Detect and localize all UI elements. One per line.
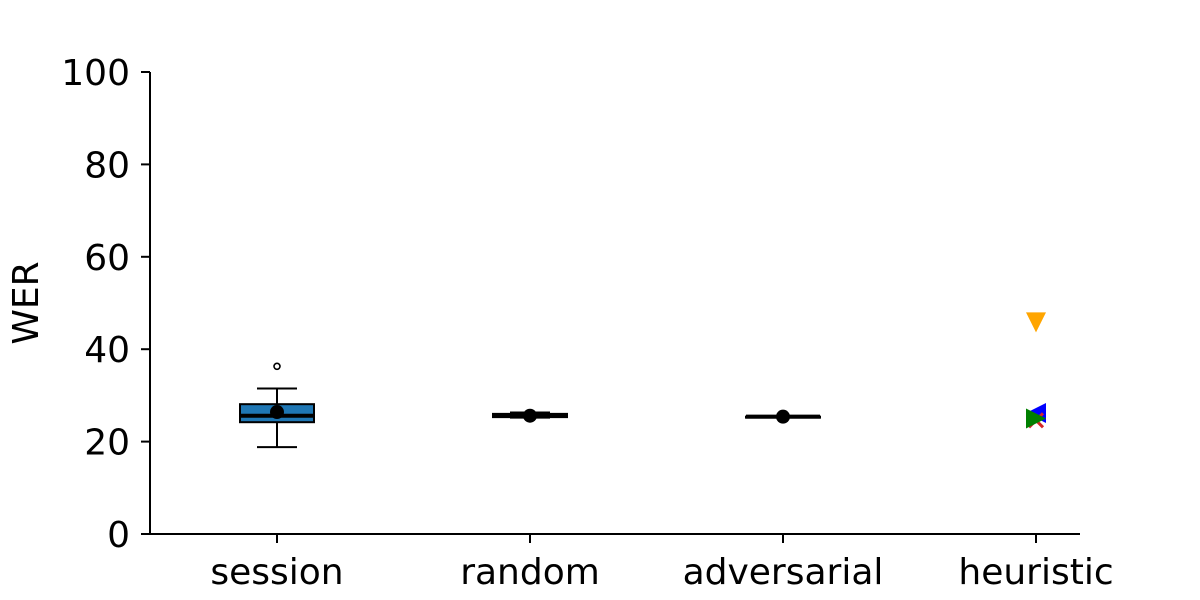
x-tick-label-random: random xyxy=(460,552,600,593)
y-tick-label: 60 xyxy=(84,238,130,279)
box-session xyxy=(239,362,315,449)
y-tick-label: 20 xyxy=(84,423,130,464)
outlier-point xyxy=(273,362,281,371)
box-adversarial xyxy=(745,409,821,424)
mean-marker xyxy=(776,409,790,424)
box-random xyxy=(492,408,568,423)
boxes xyxy=(239,362,821,449)
x-tick-label-heuristic: heuristic xyxy=(958,552,1113,593)
heuristic-point-triangle-down xyxy=(1026,312,1046,333)
mean-marker xyxy=(270,405,284,420)
x-tick-label-adversarial: adversarial xyxy=(683,552,884,593)
y-tick-label: 0 xyxy=(107,515,130,556)
x-ticks: session random adversarial heuristic xyxy=(210,534,1114,593)
y-tick-label: 40 xyxy=(84,330,130,371)
y-tick-label: 80 xyxy=(84,145,130,186)
x-tick-label-session: session xyxy=(210,552,343,593)
heuristic-point-triangle-right xyxy=(1026,408,1046,429)
y-ticks: 0 20 40 60 80 100 xyxy=(61,53,150,556)
heuristic-points xyxy=(1026,312,1046,429)
y-tick-label: 100 xyxy=(61,53,130,94)
mean-marker xyxy=(523,408,537,423)
y-axis-label: WER xyxy=(6,261,47,344)
